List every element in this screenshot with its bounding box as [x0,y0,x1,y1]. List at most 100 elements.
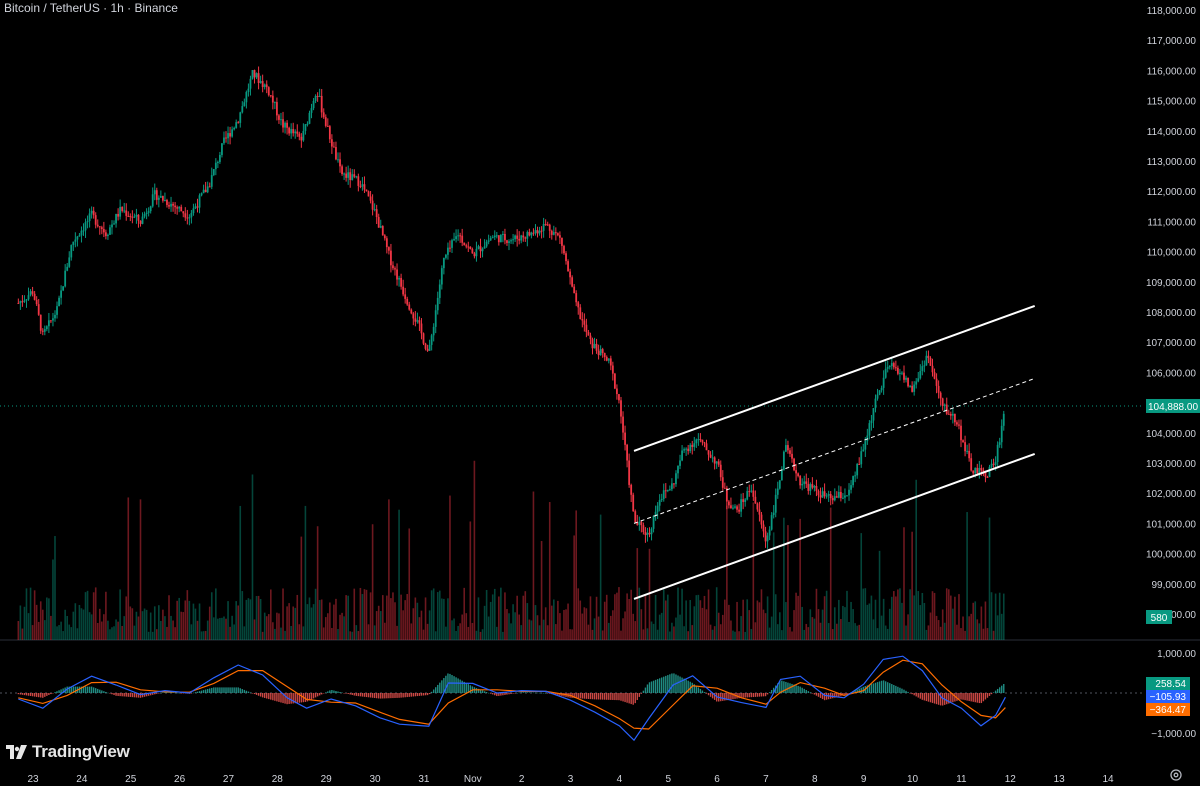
candle-body[interactable] [172,203,174,206]
candle-body[interactable] [787,445,789,451]
candle-body[interactable] [86,221,89,223]
candle-body[interactable] [280,119,282,121]
candle-body[interactable] [601,349,604,354]
candle-body[interactable] [642,525,645,533]
candle-body[interactable] [204,189,207,193]
candle-body[interactable] [591,339,594,349]
candle-body[interactable] [508,241,510,243]
candle-body[interactable] [860,451,863,465]
candle-body[interactable] [732,507,734,509]
candle-body[interactable] [817,490,820,496]
candle-body[interactable] [650,528,653,535]
candle-body[interactable] [481,248,484,252]
candle-body[interactable] [214,162,217,170]
candle-body[interactable] [742,499,745,502]
candle-body[interactable] [243,102,246,107]
candle-body[interactable] [937,385,940,393]
candle-body[interactable] [37,304,40,315]
candle-body[interactable] [402,286,405,295]
candle-body[interactable] [491,237,494,239]
candle-body[interactable] [45,326,48,330]
candle-body[interactable] [180,206,183,212]
candle-body[interactable] [933,372,936,379]
candle-body[interactable] [630,484,633,495]
candle-body[interactable] [534,230,537,234]
candle-body[interactable] [913,384,916,392]
candle-body[interactable] [337,159,339,161]
candle-body[interactable] [324,117,327,126]
candle-body[interactable] [956,422,958,425]
candle-body[interactable] [813,485,816,488]
candle-body[interactable] [113,223,115,225]
candle-body[interactable] [715,461,718,464]
candle-body[interactable] [233,127,236,130]
candle-body[interactable] [253,70,256,78]
candle-body[interactable] [125,210,128,216]
candle-body[interactable] [966,450,969,452]
candle-body[interactable] [821,491,824,498]
candle-body[interactable] [493,235,496,238]
candle-body[interactable] [418,320,421,324]
candle-body[interactable] [121,206,124,211]
candle-body[interactable] [618,394,620,401]
candle-body[interactable] [235,122,238,128]
candle-body[interactable] [351,174,354,181]
candle-body[interactable] [345,173,348,178]
candle-body[interactable] [744,499,747,502]
candle-body[interactable] [208,186,211,188]
candle-body[interactable] [807,483,810,491]
candle-body[interactable] [416,320,419,322]
candle-body[interactable] [538,230,541,234]
candle-body[interactable] [25,299,28,301]
candle-body[interactable] [782,451,785,471]
candle-body[interactable] [80,230,83,236]
candle-body[interactable] [225,137,227,139]
price-axis[interactable]: 118,000.00 117,000.00 116,000.00 115,000.00… [1146,6,1200,624]
candle-body[interactable] [823,491,826,497]
candle-body[interactable] [880,387,883,391]
candle-body[interactable] [888,366,891,368]
candle-body[interactable] [964,442,966,452]
candle-body[interactable] [347,172,350,178]
candle-body[interactable] [585,324,588,333]
candle-body[interactable] [94,215,97,225]
candle-body[interactable] [245,92,248,103]
candle-body[interactable] [499,234,502,243]
candle-body[interactable] [520,235,523,241]
candle-body[interactable] [54,314,56,319]
candle-body[interactable] [766,535,769,542]
candle-body[interactable] [652,515,655,529]
candle-body[interactable] [616,388,618,395]
channel-line-lower[interactable] [633,452,1036,600]
candle-body[interactable] [453,239,455,241]
candle-body[interactable] [675,473,677,485]
candle-body[interactable] [587,332,590,336]
candle-body[interactable] [685,448,688,450]
candle-body[interactable] [599,349,602,356]
candle-body[interactable] [785,445,787,452]
candle-body[interactable] [292,129,295,134]
candle-body[interactable] [746,491,749,500]
candle-body[interactable] [579,307,582,319]
parallel-channel[interactable] [633,305,1036,600]
candle-body[interactable] [202,189,205,194]
candle-body[interactable] [896,367,899,374]
candle-body[interactable] [986,476,989,478]
candle-body[interactable] [31,291,34,294]
candle-body[interactable] [677,465,679,474]
candle-body[interactable] [404,294,407,299]
candle-body[interactable] [182,211,185,214]
candle-body[interactable] [355,176,358,178]
candle-body[interactable] [271,95,274,103]
candle-body[interactable] [693,443,696,447]
candle-body[interactable] [951,413,954,416]
candle-body[interactable] [282,119,284,128]
candle-body[interactable] [550,230,553,235]
candle-body[interactable] [882,377,885,388]
candle-body[interactable] [611,365,614,374]
candle-body[interactable] [984,471,987,477]
candle-body[interactable] [302,130,305,141]
candle-body[interactable] [104,232,107,237]
candle-body[interactable] [915,381,918,385]
candle-body[interactable] [656,505,659,512]
